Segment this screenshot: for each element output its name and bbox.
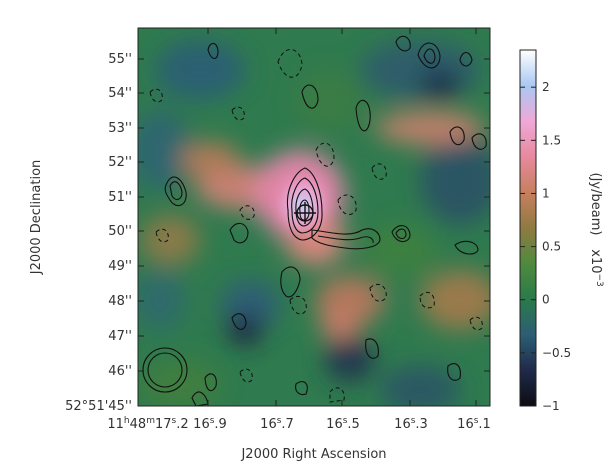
colorbar-ticks: −1 −0.5 0 0.5 1 1.5 2 [520, 80, 571, 413]
colorbar-exponent: x10−3 [588, 249, 604, 287]
y-tick-labels: 52°51'45'' 46'' 47'' 48'' 49'' 50'' 51''… [65, 52, 132, 414]
beam-ellipse [142, 347, 188, 393]
contours [142, 35, 487, 406]
solid-contours [164, 35, 487, 406]
y-tick-label: 55'' [108, 52, 132, 67]
colorbar-tick-label: 0 [542, 293, 550, 307]
colorbar-tick-label: 1 [542, 186, 550, 200]
intensity-map [138, 28, 490, 406]
x-axis-label: J2000 Right Ascension [240, 447, 386, 462]
y-tick-label: 47'' [108, 329, 132, 344]
y-axis-label: J2000 Declination [29, 160, 44, 276]
y-tick-label: 52'' [108, 155, 132, 170]
x-tick-label: 16s.1 [457, 416, 491, 432]
y-tick-label: 46'' [108, 364, 132, 379]
colorbar-tick-label: 2 [542, 80, 550, 94]
y-tick-label: 51'' [108, 190, 132, 205]
x-tick-labels: 11h48m17s.2 16s.9 16s.7 16s.5 16s.3 16s.… [107, 416, 490, 432]
y-tick-label: 52°51'45'' [65, 399, 132, 414]
x-tick-label: 16s.9 [193, 416, 227, 432]
y-tick-label: 49'' [108, 259, 132, 274]
colorbar-tick-label: −1 [542, 399, 560, 413]
colorbar-tick-label: 0.5 [542, 240, 561, 254]
x-tick-label: 16s.5 [326, 416, 360, 432]
y-tick-label: 48'' [108, 294, 132, 309]
colorbar: −1 −0.5 0 0.5 1 1.5 2 (Jy/beam) x10−3 [519, 49, 604, 413]
colorbar-tick-label: −0.5 [542, 346, 571, 360]
colorbar-gradient [519, 49, 537, 407]
axis-ticks [137, 28, 490, 407]
image-frame [137, 27, 491, 407]
colorbar-tick-label: 1.5 [542, 133, 561, 147]
dashed-contours [149, 49, 483, 403]
colorbar-label: (Jy/beam) [588, 173, 603, 236]
x-tick-label: 16s.7 [260, 416, 294, 432]
x-tick-label: 11h48m17s.2 [107, 416, 188, 432]
y-tick-label: 53'' [108, 121, 132, 136]
y-tick-label: 50'' [108, 224, 132, 239]
x-tick-label: 16s.3 [394, 416, 428, 432]
target-marker [294, 202, 316, 224]
y-tick-label: 54'' [108, 86, 132, 101]
